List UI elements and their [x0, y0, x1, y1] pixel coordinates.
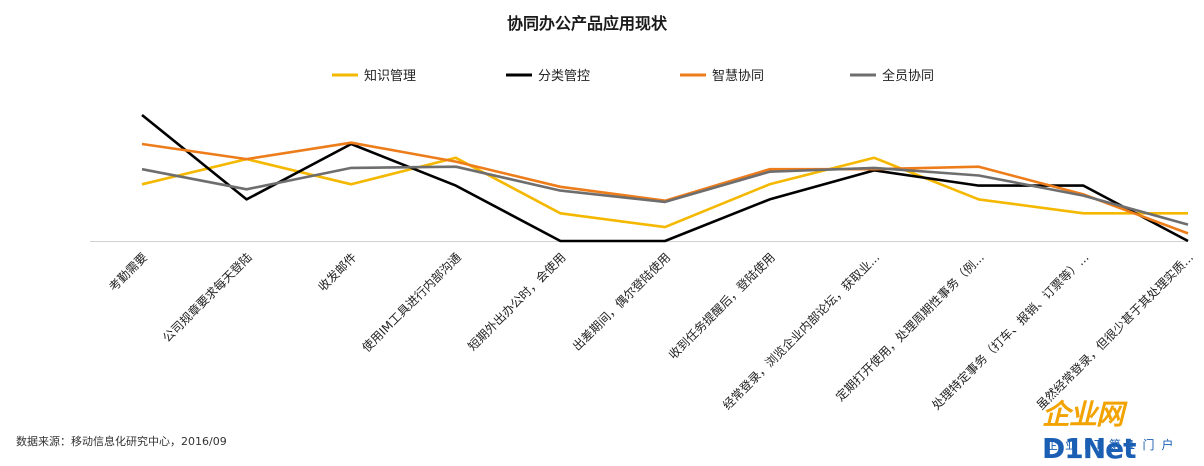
- data-source-note: 数据来源：移动信息化研究中心，2016/09: [16, 435, 227, 448]
- brand-logo: 企业网D1Net 企业IT第1门户: [1040, 398, 1202, 465]
- legend-item-2: 智慧协同: [680, 68, 764, 84]
- x-tick-label-2: 收发邮件: [315, 250, 360, 295]
- logo-cn-text: 企业网: [1042, 398, 1124, 431]
- x-tick-label-1: 公司规章要求每天登陆: [159, 250, 254, 345]
- legend-item-0: 知识管理: [332, 68, 416, 84]
- legend-label-0: 知识管理: [364, 68, 416, 84]
- series-line-0: [141, 156, 1188, 229]
- series-line-2: [141, 141, 1189, 235]
- chart-title: 协同办公产品应用现状: [506, 14, 667, 33]
- x-tick-label-6: 收到任务提醒后，登陆使用: [665, 250, 777, 362]
- legend-label-2: 智慧协同: [712, 68, 764, 84]
- legend-label-1: 分类管控: [538, 69, 590, 84]
- logo-tagline: 企业IT第1门户: [1046, 438, 1181, 452]
- legend-label-3: 全员协同: [882, 68, 934, 84]
- x-tick-label-3: 使用IM工具进行内部沟通: [359, 250, 464, 355]
- legend-item-3: 全员协同: [850, 68, 934, 84]
- line-chart: 知识管理 分类管控 智慧协同 全员协同 考勤需要 公司规章要求每天登陆 收发邮件 使用IM工…: [90, 68, 1196, 413]
- series-line-1: [141, 113, 1189, 243]
- x-tick-label-0: 考勤需要: [106, 250, 150, 294]
- x-tick-labels: 考勤需要 公司规章要求每天登陆 收发邮件 使用IM工具进行内部沟通 短期外出办公时，会使…: [106, 250, 1196, 413]
- x-tick-label-5: 出差期间，偶尔登陆使用: [569, 250, 673, 354]
- chart-legend: 知识管理 分类管控 智慧协同 全员协同: [332, 68, 934, 84]
- series-layer: [141, 113, 1189, 243]
- legend-item-1: 分类管控: [506, 69, 590, 84]
- x-tick-label-4: 短期外出办公时，会使用: [465, 250, 569, 354]
- series-line-3: [141, 165, 1189, 226]
